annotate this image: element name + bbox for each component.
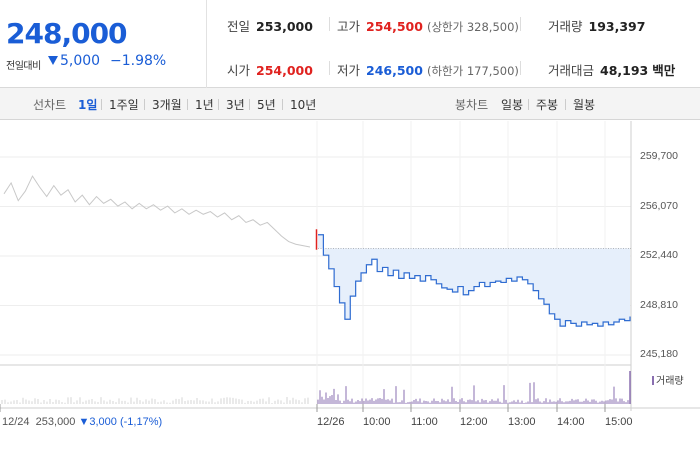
volume-label: 거래량 — [548, 19, 583, 34]
today-series-line — [318, 234, 631, 327]
line-chart-label: 선차트 — [33, 98, 67, 112]
change-amount-value: 5,000 — [60, 53, 101, 69]
open-value: 254,000 — [256, 63, 313, 78]
x-tick-label: 15:00 — [605, 416, 633, 428]
chart-toolbar: 선차트 1일 1주일 3개월 1년 3년 5년 10년 봉차트 일봉 주봉 월봉 — [0, 88, 700, 120]
volume-stat: 거래량 193,397 — [548, 16, 645, 35]
lower-limit: (하한가 177,500) — [426, 64, 519, 78]
change-amount: 5,000 — [48, 53, 100, 69]
x-tick-label: 12:00 — [460, 416, 488, 428]
prev-day-date: 12/24 — [2, 416, 30, 428]
today-area-fill — [318, 234, 630, 327]
x-tick-label: 13:00 — [508, 416, 536, 428]
high-value: 254,500 — [366, 19, 423, 34]
y-tick-label: 245,180 — [640, 348, 678, 360]
period-1y-button[interactable]: 1년 — [195, 98, 214, 112]
y-tick-label: 259,700 — [640, 150, 678, 162]
y-tick-label: 248,810 — [640, 298, 678, 311]
x-tick-label: 10:00 — [363, 416, 391, 428]
down-triangle-icon — [48, 56, 58, 65]
period-3m-button[interactable]: 3개월 — [152, 98, 182, 112]
period-5y-button[interactable]: 5년 — [257, 98, 276, 112]
low-value: 246,500 — [366, 63, 423, 78]
volume-value: 193,397 — [588, 19, 646, 34]
period-1d-button[interactable]: 1일 — [78, 98, 98, 112]
y-tick-label: 256,070 — [640, 199, 678, 212]
upper-limit: (상한가 328,500) — [426, 20, 519, 34]
prev-close-value: 253,000 — [256, 19, 313, 34]
trade-value-value: 48,193 — [600, 63, 649, 78]
volume-legend-label: 거래량 — [656, 376, 684, 387]
candle-chart-label: 봉차트 — [455, 98, 489, 112]
change-rate: −1.98% — [110, 53, 167, 69]
y-tick-label: 252,440 — [640, 249, 678, 261]
prev-day-close: 253,000 — [35, 416, 76, 428]
volume-legend: 거래량 — [652, 372, 684, 387]
prev-close-stat: 전일 253,000 — [227, 16, 313, 35]
prev-day-info: 12/24 253,000 ▼3,000 (-1,17%) — [2, 416, 163, 428]
period-10y-button[interactable]: 10년 — [290, 98, 317, 112]
price-chart: 12/24 253,000 ▼3,000 (-1,17%) 거래량 259,70… — [0, 121, 700, 450]
change-label: 전일대비 — [6, 61, 41, 72]
price-block: 248,000 전일대비 5,000 −1.98% — [0, 0, 207, 88]
price-chart-svg — [0, 121, 700, 412]
x-tick-label: 11:00 — [411, 416, 438, 428]
open-stat: 시가 254,000 — [227, 60, 313, 79]
prev-close-label: 전일 — [227, 19, 251, 34]
candle-monthly-button[interactable]: 월봉 — [573, 98, 596, 112]
low-stat: 저가 246,500 (하한가 177,500) — [337, 60, 519, 79]
trade-value-stat: 거래대금 48,193 백만 — [548, 60, 675, 79]
volume-legend-swatch — [652, 376, 654, 385]
x-tick-label: 12/26 — [317, 416, 345, 428]
high-label: 고가 — [337, 19, 361, 34]
current-price: 248,000 — [6, 17, 128, 50]
candle-daily-button[interactable]: 일봉 — [501, 98, 524, 112]
prev-day-series-line — [3, 175, 311, 248]
open-label: 시가 — [227, 63, 251, 78]
trade-value-unit: 백만 — [652, 63, 676, 78]
low-label: 저가 — [337, 63, 361, 78]
stock-summary: 248,000 전일대비 5,000 −1.98% 전일 253,000 고가 25… — [0, 0, 700, 88]
x-tick-label: 14:00 — [557, 416, 585, 428]
trade-value-label: 거래대금 — [548, 63, 595, 78]
prev-day-rate: (-1,17%) — [119, 416, 163, 428]
prev-day-change: 3,000 — [89, 416, 117, 428]
period-1w-button[interactable]: 1주일 — [109, 98, 139, 112]
candle-weekly-button[interactable]: 주봉 — [536, 98, 559, 112]
period-3y-button[interactable]: 3년 — [226, 98, 245, 112]
high-stat: 고가 254,500 (상한가 328,500) — [337, 16, 519, 35]
